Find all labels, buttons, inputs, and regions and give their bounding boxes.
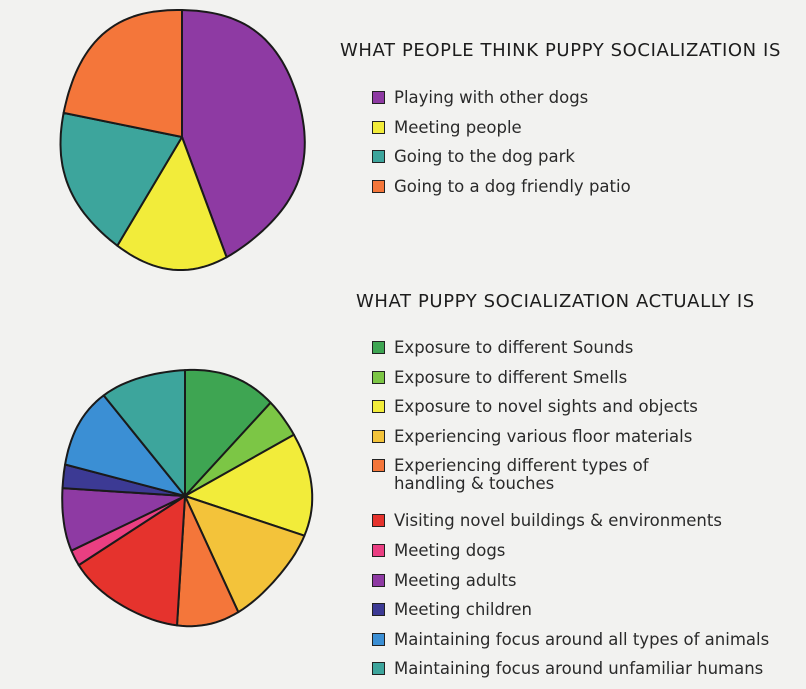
pie-slice (102, 369, 186, 497)
legend-label: Visiting novel buildings & environments (394, 511, 722, 531)
legend-label: Experiencing different types of handling… (394, 456, 649, 494)
legend-swatch (372, 543, 385, 557)
legend-label: Exposure to novel sights and objects (394, 397, 698, 417)
legend-swatch (372, 429, 385, 443)
pie-slice (61, 487, 186, 552)
legend-label: Exposure to different Sounds (394, 338, 634, 357)
legend-swatch (372, 603, 385, 617)
legend-item: Meeting people (372, 114, 631, 144)
legend-item: Visiting novel buildings & environments (372, 507, 769, 537)
pie-slice (184, 401, 295, 497)
legend-swatch (372, 459, 385, 473)
pie-slice (62, 9, 183, 138)
pie-slice (184, 495, 306, 614)
pie-slice (59, 111, 183, 247)
legend-swatch (372, 573, 385, 587)
legend-label: Meeting adults (394, 570, 517, 590)
chart-title-reality: WHAT PUPPY SOCIALIZATION ACTUALLY IS (356, 291, 755, 312)
legend-label: Maintaining focus around all types of an… (394, 629, 770, 649)
legend-label: Going to a dog friendly patio (394, 176, 631, 196)
pie-chart-reality-svg (61, 368, 314, 628)
legend-item: Exposure to different Smells (372, 364, 769, 394)
legend-swatch (372, 179, 385, 193)
legend-item: Exposure to different Sounds (372, 334, 769, 364)
legend-label: Exposure to different Smells (394, 367, 628, 387)
legend-swatch (372, 120, 385, 134)
legend-item: Experiencing various floor materials (372, 423, 769, 453)
legend-swatch (372, 400, 385, 414)
legend-reality: Exposure to different Sounds Exposure to … (372, 334, 769, 685)
pie-slice (184, 433, 314, 537)
legend-item: Playing with other dogs (372, 84, 631, 114)
pie-chart-expectation-svg (59, 9, 306, 271)
pie-chart-expectation (50, 0, 310, 275)
legend-label: Meeting dogs (394, 540, 506, 560)
legend-label: Experiencing various floor materials (394, 426, 693, 446)
legend-item: Meeting adults (372, 567, 769, 597)
chart-title-expectation: WHAT PEOPLE THINK PUPPY SOCIALIZATION IS (340, 40, 781, 61)
legend-label: Playing with other dogs (394, 88, 589, 107)
pie-slice (181, 9, 306, 259)
legend-label: Meeting children (394, 600, 532, 620)
legend-item: Meeting dogs (372, 537, 769, 567)
legend-item: Maintaining focus around unfamiliar huma… (372, 655, 769, 685)
legend-label: Meeting people (394, 117, 522, 137)
legend-swatch (372, 632, 385, 646)
legend-expectation: Playing with other dogs Meeting people Goi… (372, 84, 631, 202)
pie-chart-reality (50, 360, 320, 632)
pie-slice (176, 495, 240, 628)
legend-item: Exposure to novel sights and objects (372, 393, 769, 423)
pie-slice (77, 495, 186, 627)
pie-slice (184, 368, 272, 497)
legend-swatch (372, 514, 385, 528)
legend-item: Going to the dog park (372, 143, 631, 173)
legend-swatch (372, 91, 385, 104)
pie-slice (64, 394, 186, 497)
legend-swatch (372, 341, 385, 354)
pie-slice (116, 136, 228, 271)
legend-swatch (372, 370, 385, 384)
legend-item: Going to a dog friendly patio (372, 173, 631, 203)
legend-label: Going to the dog park (394, 147, 575, 167)
legend-swatch (372, 662, 385, 676)
legend-label: Maintaining focus around unfamiliar huma… (394, 659, 764, 679)
legend-item: Maintaining focus around all types of an… (372, 626, 769, 656)
legend-swatch (372, 150, 385, 164)
legend-item: Experiencing different types of handling… (372, 452, 769, 507)
legend-item: Meeting children (372, 596, 769, 626)
